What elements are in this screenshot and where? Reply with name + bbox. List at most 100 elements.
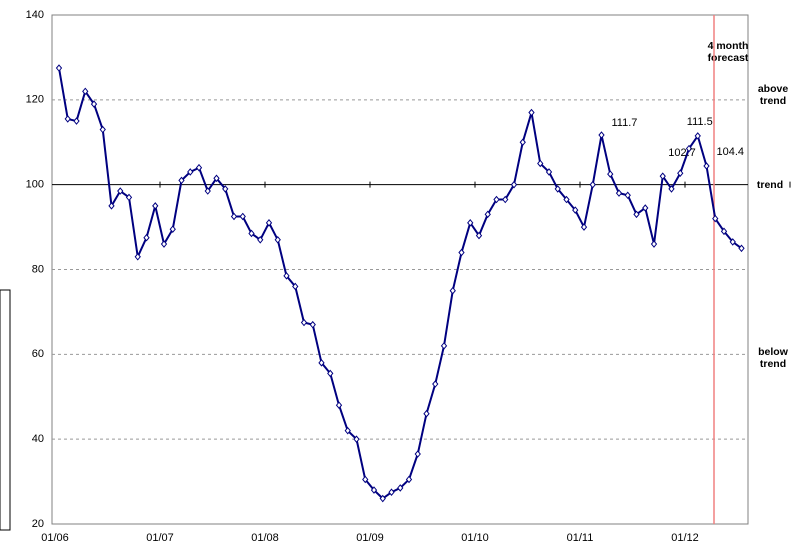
- marker: [598, 131, 605, 139]
- marker: [519, 138, 526, 147]
- marker: [388, 488, 395, 496]
- marker: [64, 115, 71, 123]
- marker: [300, 318, 308, 327]
- marker: [327, 369, 334, 378]
- marker: [292, 282, 299, 291]
- above-trend-note: above trend: [758, 83, 789, 107]
- marker: [659, 172, 666, 180]
- marker: [589, 180, 596, 189]
- data-label: 104.4: [717, 146, 745, 158]
- marker: [222, 185, 229, 193]
- data-label: 102.7: [668, 147, 696, 159]
- marker: [510, 180, 518, 189]
- marker: [414, 450, 421, 458]
- marker: [265, 219, 273, 227]
- marker: [213, 174, 220, 183]
- marker: [554, 185, 561, 193]
- cropped-box: [0, 289, 11, 531]
- marker: [379, 494, 386, 503]
- marker: [195, 163, 203, 172]
- marker: [309, 320, 316, 329]
- marker: [703, 162, 710, 170]
- x-tick-label: 01/12: [671, 532, 699, 544]
- marker: [528, 108, 535, 117]
- marker: [633, 210, 640, 219]
- y-tick-label: 60: [32, 348, 44, 360]
- marker: [283, 272, 290, 280]
- y-tick-label: 20: [32, 518, 44, 530]
- below-trend-note: below trend: [758, 346, 789, 370]
- marker: [257, 236, 264, 244]
- marker: [642, 204, 649, 212]
- y-tick-label: 40: [32, 433, 44, 445]
- marker: [720, 227, 728, 236]
- data-label: 111.5: [687, 116, 713, 128]
- x-tick-label: 01/07: [146, 532, 174, 544]
- marker: [440, 342, 448, 350]
- marker: [230, 212, 238, 221]
- marker: [458, 248, 465, 257]
- marker: [55, 64, 63, 72]
- marker: [82, 87, 89, 96]
- marker: [397, 484, 404, 492]
- marker: [650, 240, 658, 248]
- marker: [160, 240, 168, 248]
- marker: [607, 170, 614, 178]
- marker: [449, 286, 456, 295]
- marker: [712, 214, 719, 223]
- marker: [493, 195, 500, 204]
- marker: [545, 168, 553, 176]
- marker: [108, 202, 115, 210]
- marker: [274, 236, 281, 244]
- x-tick-label: 01/11: [567, 532, 594, 544]
- marker: [143, 233, 150, 242]
- marker: [677, 169, 684, 177]
- marker: [729, 238, 736, 246]
- marker: [502, 195, 509, 204]
- y-tick-label: 100: [26, 179, 44, 191]
- marker: [563, 195, 570, 204]
- marker: [405, 475, 413, 484]
- y-tick-label: 80: [32, 263, 44, 275]
- marker: [99, 125, 106, 134]
- marker: [117, 187, 124, 195]
- marker: [685, 144, 693, 153]
- trend-note: trend: [757, 179, 783, 191]
- y-tick-label: 120: [26, 94, 44, 106]
- data-label: 111.7: [612, 117, 638, 129]
- marker: [615, 189, 623, 197]
- marker: [694, 132, 701, 140]
- x-tick-label: 01/10: [461, 532, 489, 544]
- marker: [537, 159, 544, 168]
- marker: [370, 486, 378, 494]
- marker: [668, 185, 675, 193]
- marker: [90, 100, 98, 108]
- marker: [467, 219, 474, 227]
- x-tick-label: 01/08: [251, 532, 279, 544]
- marker: [187, 168, 194, 176]
- marker: [344, 426, 351, 435]
- marker: [335, 401, 343, 410]
- forecast-note: 4 month forecast: [708, 40, 749, 64]
- marker: [125, 193, 133, 202]
- x-tick-label: 01/06: [41, 532, 69, 544]
- marker: [362, 475, 369, 484]
- marker: [204, 187, 211, 195]
- marker: [580, 223, 588, 231]
- marker: [432, 380, 439, 388]
- x-tick-label: 01/09: [356, 532, 384, 544]
- marker: [572, 206, 579, 214]
- marker: [178, 176, 185, 185]
- marker: [248, 229, 255, 238]
- y-tick-label: 140: [26, 9, 44, 21]
- marker: [624, 191, 631, 200]
- marker: [239, 212, 246, 221]
- marker: [152, 202, 159, 210]
- marker: [318, 359, 325, 367]
- marker: [475, 231, 483, 240]
- marker: [353, 435, 360, 443]
- marker: [423, 409, 430, 418]
